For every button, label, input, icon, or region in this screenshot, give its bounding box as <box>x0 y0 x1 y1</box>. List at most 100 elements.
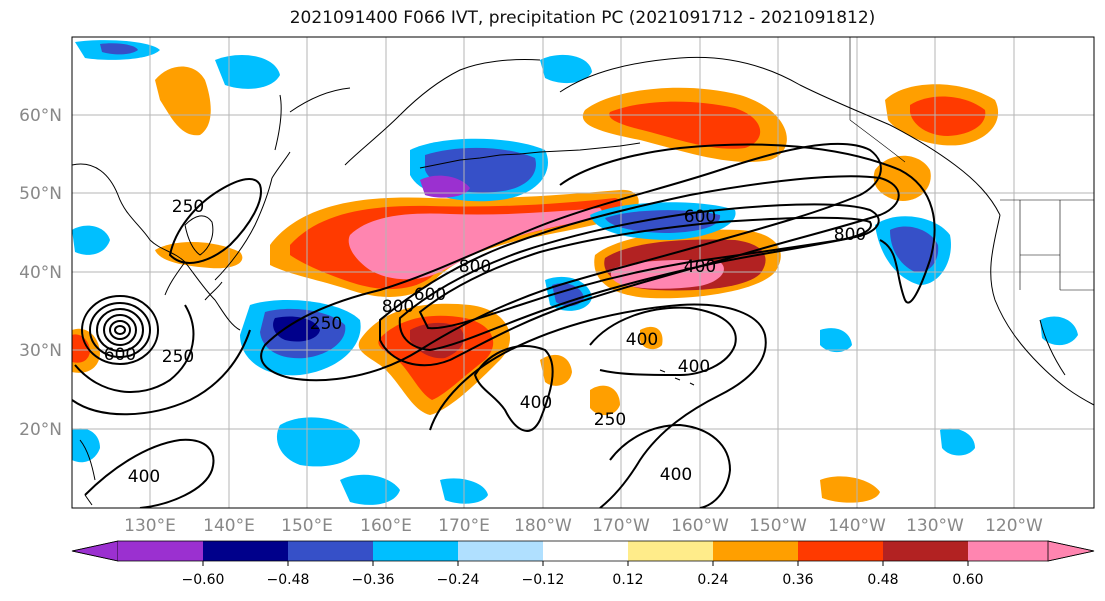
west-trop-negative <box>72 428 100 463</box>
ivt-contour-800-main <box>418 216 872 330</box>
lon-label: 140°E <box>203 516 255 536</box>
ivt-contour-250-west <box>168 178 262 264</box>
east-negative-b <box>820 328 852 353</box>
east-negative-c <box>1040 316 1078 346</box>
typhoon-ring-3 <box>95 308 145 352</box>
japan-coastline <box>204 151 291 301</box>
lat-label: 30°N <box>19 341 62 361</box>
colorbar-segment <box>968 541 1048 561</box>
colorbar-outline <box>71 540 1095 562</box>
map-title: 2021091400 F066 IVT, precipitation PC (2… <box>289 8 876 28</box>
colorbar-segment <box>118 541 203 561</box>
china-positive <box>155 241 243 269</box>
kamchatka-coastline <box>344 59 541 166</box>
typhoon-ring-4 <box>102 314 138 346</box>
colorbar-tick-label: −0.36 <box>352 572 395 588</box>
colorbar-tick-label: 0.24 <box>697 572 728 588</box>
contour-label: 600 <box>414 285 446 305</box>
contour-label: 400 <box>626 330 658 350</box>
lat-label: 60°N <box>19 106 62 126</box>
contour-label: 800 <box>382 297 414 317</box>
state-borders <box>1000 199 1094 291</box>
hawaii-coastline <box>659 369 695 386</box>
subtropical-positive-a <box>540 354 572 386</box>
colorbar-tick-label: 0.48 <box>867 572 898 588</box>
jet-negative-core <box>605 210 721 233</box>
lon-label: 130°E <box>124 516 176 536</box>
contour-labels: 600 800 400 800 250 800 600 250 250 600 … <box>104 197 866 487</box>
lon-label: 160°W <box>671 516 729 536</box>
contour-label: 400 <box>520 393 552 413</box>
contour-label: 600 <box>104 345 136 365</box>
typhoon-ring-2 <box>88 302 152 358</box>
graticule <box>72 37 1094 508</box>
nw-negative-core <box>100 43 138 55</box>
colorbar-segment <box>883 541 968 561</box>
contour-label: 400 <box>684 257 716 277</box>
lon-label: 150°E <box>281 516 333 536</box>
low-lat-negative-b <box>340 474 400 505</box>
ivt-contour-outer-loop <box>559 143 936 304</box>
contour-label: 800 <box>459 257 491 277</box>
east-pacific-negative-core <box>890 226 939 273</box>
colorbar-segment <box>713 541 798 561</box>
asia-coastline <box>72 163 241 331</box>
lon-label: 160°E <box>360 516 412 536</box>
lon-label: 180°W <box>514 516 572 536</box>
colorbar-ticks <box>202 561 969 566</box>
subtropical-positive-c <box>820 476 880 503</box>
lat-label: 40°N <box>19 263 62 283</box>
typhoon-ring-1 <box>80 295 160 365</box>
siberia-negative <box>215 55 280 89</box>
map-frame <box>71 36 1095 509</box>
lon-label: 140°W <box>828 516 886 536</box>
baja-coastline <box>1039 319 1066 376</box>
colorbar-tick-label: −0.60 <box>182 572 225 588</box>
west-negative <box>72 225 110 255</box>
ivt-contour-400-main <box>379 175 900 367</box>
contour-label: 250 <box>172 197 204 217</box>
contour-label: 800 <box>834 225 866 245</box>
siberia-positive <box>155 66 211 136</box>
sakhalin-coastline <box>274 87 351 151</box>
ivt-contour-400-south <box>609 423 732 508</box>
ivt-contour-400-philippine <box>84 438 215 508</box>
longitude-labels: 130°E 140°E 150°E 160°E 170°E 180°W 170°… <box>124 516 1043 536</box>
colorbar-tick-labels: −0.60 −0.48 −0.36 −0.24 −0.12 0.12 0.24 … <box>182 572 984 588</box>
contour-label: 400 <box>678 357 710 377</box>
colorbar-arrow-high <box>1047 540 1095 562</box>
colorbar-tick-label: −0.12 <box>522 572 565 588</box>
lon-label: 170°W <box>592 516 650 536</box>
ivt-contour-250-subtrop <box>429 303 767 508</box>
contour-label: 250 <box>310 314 342 334</box>
colorbar-tick-label: 0.36 <box>782 572 813 588</box>
bering-negative <box>540 54 592 84</box>
colorbar: −0.60 −0.48 −0.36 −0.24 −0.12 0.12 0.24 … <box>71 540 1095 588</box>
colorbar-segment <box>798 541 883 561</box>
colorbar-segment <box>628 541 713 561</box>
kuroshio-negative-core <box>552 283 584 307</box>
ivt-contour-250-typhoon <box>74 304 195 393</box>
colorbar-segment <box>373 541 458 561</box>
nw-canada-positive-core <box>910 96 986 136</box>
contour-label: 250 <box>594 410 626 430</box>
lon-label: 150°W <box>749 516 807 536</box>
contour-label: 400 <box>660 465 692 485</box>
subtropical-positive-b <box>590 385 620 416</box>
colorbar-segment <box>458 541 543 561</box>
canada-border <box>849 37 906 163</box>
typhoon-ring-6 <box>113 325 127 335</box>
contour-label: 400 <box>128 467 160 487</box>
lon-label: 120°W <box>985 516 1043 536</box>
ivt-contour-250-main <box>260 142 882 382</box>
ivt-contour-600-main <box>398 203 880 352</box>
north-america-coastline <box>990 214 1094 406</box>
low-lat-negative-a <box>276 417 360 467</box>
lon-label: 130°W <box>906 516 964 536</box>
colorbar-tick-label: 0.60 <box>952 572 983 588</box>
ivt-contour-400-east <box>589 306 737 377</box>
typhoon-ring-5 <box>108 320 132 340</box>
colorbar-tick-label: 0.12 <box>612 572 643 588</box>
